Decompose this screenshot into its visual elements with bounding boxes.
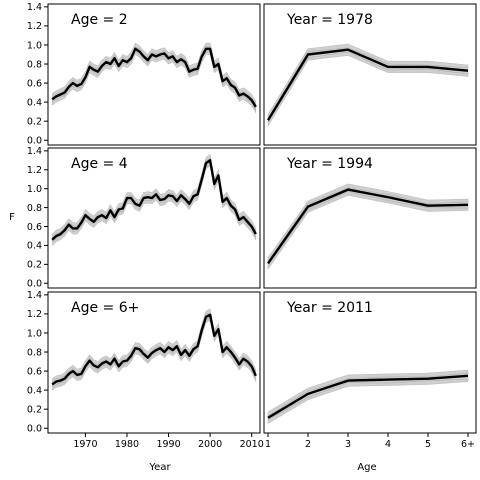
panel-label: Age = 4	[71, 156, 128, 172]
x-axis-title-left: Year	[148, 462, 171, 473]
x-tick-label: 1	[265, 439, 271, 450]
y-tick-label: 1.2	[27, 309, 42, 320]
x-tick-label: 1970	[73, 439, 97, 450]
y-tick-label: 1.2	[27, 21, 42, 32]
x-tick-label: 1990	[156, 439, 180, 450]
simulation-band	[51, 42, 257, 114]
y-tick-label: 1.0	[27, 40, 42, 51]
panel-5: 0.0 0.2 0.4 0.6 0.8 1.0 1.2 1.4 1970 1980 1990 2000…	[27, 290, 264, 450]
plot-frame	[47, 291, 261, 434]
y-tick-label: 0.6	[27, 78, 42, 89]
y-tick-label: 0.0	[27, 279, 42, 290]
panel-4: Year = 1994	[263, 147, 477, 289]
plot-frame	[263, 3, 477, 146]
mean-line	[51, 47, 257, 108]
x-tick-label: 4	[385, 439, 391, 450]
y-tick-label: 0.6	[27, 366, 42, 377]
y-tick-label: 1.0	[27, 328, 42, 339]
x-tick-label: 2	[305, 439, 311, 450]
y-tick-label: 0.8	[27, 347, 42, 358]
x-tick-label: 2000	[198, 439, 222, 450]
panel-label: Year = 1994	[286, 156, 373, 172]
simulation-band	[267, 369, 469, 425]
x-tick-label: 1980	[115, 439, 139, 450]
panels: 0.0 0.2 0.4 0.6 0.8 1.0 1.2 1.4 Age = 2 Year = 19…	[27, 2, 477, 450]
x-tick-label: 5	[425, 439, 431, 450]
simulation-band	[267, 183, 469, 271]
plot-frame	[263, 291, 477, 434]
simulation-trace	[267, 191, 469, 266]
y-tick-label: 0.4	[27, 241, 42, 252]
y-tick-label: 1.4	[27, 2, 42, 13]
panel-1: 0.0 0.2 0.4 0.6 0.8 1.0 1.2 1.4 Age = 2	[27, 2, 261, 147]
x-tick-label: 3	[345, 439, 351, 450]
simulation-band	[267, 43, 469, 127]
x-axis-title-right: Age	[357, 462, 376, 473]
y-tick-label: 1.4	[27, 146, 42, 157]
panel-6: 1 2 3 4 5 6+ Year = 2011	[263, 291, 477, 450]
simulation-band	[51, 154, 257, 247]
panel-label: Year = 2011	[286, 300, 373, 316]
y-tick-label: 1.0	[27, 184, 42, 195]
y-tick-label: 0.0	[27, 136, 42, 147]
mean-line	[266, 48, 469, 121]
mean-line	[267, 374, 469, 419]
y-tick-label: 0.4	[27, 97, 42, 108]
y-tick-label: 0.2	[27, 404, 42, 415]
panel-3: 0.0 0.2 0.4 0.6 0.8 1.0 1.2 1.4 Age = 4	[27, 146, 261, 290]
y-tick-label: 0.6	[27, 222, 42, 233]
panel-label: Age = 6+	[71, 300, 139, 316]
x-tick-label: 2010	[240, 439, 264, 450]
panel-label: Year = 1978	[286, 12, 373, 28]
simulation-trace	[267, 51, 469, 123]
y-tick-label: 1.2	[27, 165, 42, 176]
x-tick-label: 6+	[461, 439, 475, 450]
y-tick-label: 0.4	[27, 385, 42, 396]
y-tick-label: 0.2	[27, 116, 42, 127]
simulation-trace	[267, 378, 469, 421]
mean-line	[51, 159, 257, 241]
y-axis-title: F	[9, 212, 15, 223]
panel-label: Age = 2	[71, 12, 128, 28]
y-tick-label: 0.0	[27, 424, 42, 435]
mean-line	[267, 188, 469, 265]
y-tick-label: 0.8	[27, 59, 42, 70]
plot-frame	[47, 147, 261, 289]
simulation-trace	[267, 47, 469, 119]
panel-2: Year = 1978	[263, 3, 477, 146]
mean-line	[51, 313, 257, 386]
simulation-trace	[267, 187, 469, 262]
y-tick-label: 0.8	[27, 203, 42, 214]
y-tick-label: 1.4	[27, 290, 42, 301]
simulation-trace	[267, 372, 469, 417]
plot-frame	[47, 3, 261, 146]
plot-frame	[263, 147, 477, 289]
y-tick-label: 0.2	[27, 260, 42, 271]
